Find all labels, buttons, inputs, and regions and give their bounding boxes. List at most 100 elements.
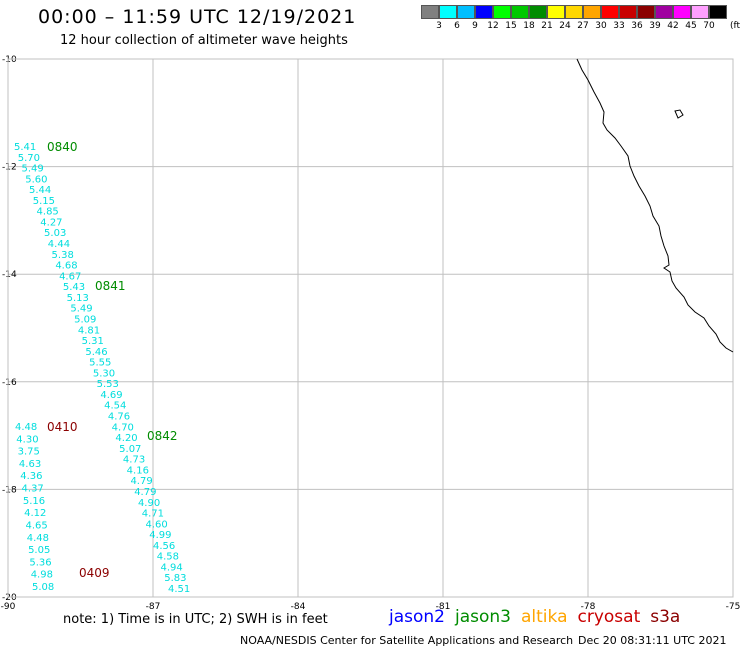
color-scale-label: 21 [541, 21, 553, 31]
wave-height-value: 5.09 [74, 314, 96, 325]
color-scale-label: 42 [667, 21, 679, 31]
color-scale-box [457, 5, 475, 19]
wave-height-value: 5.15 [33, 196, 55, 207]
wave-height-value: 5.46 [85, 347, 107, 358]
color-scale-box [619, 5, 637, 19]
legend-entry: s3a [650, 607, 681, 627]
wave-height-value: 4.20 [115, 433, 137, 444]
wave-height-value: 5.44 [29, 185, 51, 196]
color-scale-box [439, 5, 457, 19]
wave-height-value: 4.54 [104, 401, 126, 412]
wave-height-value: 4.12 [24, 508, 46, 519]
longitude-tick-label: -84 [291, 602, 306, 612]
color-scale-label: 30 [595, 21, 607, 31]
color-scale-box [673, 5, 691, 19]
wave-height-value: 4.44 [48, 239, 70, 250]
wave-height-value: 4.76 [108, 412, 130, 423]
color-scale-box [493, 5, 511, 19]
wave-height-value: 4.65 [25, 520, 47, 531]
longitude-tick-label: -81 [436, 602, 451, 612]
legend-entry: altika [521, 607, 568, 627]
legend-entry: jason3 [455, 607, 511, 627]
wave-height-value: 5.43 [63, 282, 85, 293]
longitude-tick-label: -78 [581, 602, 596, 612]
pass-time-label: 0409 [79, 566, 110, 580]
wave-height-value: 4.99 [149, 530, 171, 541]
wave-height-value: 4.51 [168, 584, 190, 595]
wave-height-value: 5.55 [89, 358, 111, 369]
color-scale-box [565, 5, 583, 19]
color-scale-box [511, 5, 529, 19]
wave-height-value: 5.53 [97, 379, 119, 390]
pass-time-label: 0841 [95, 279, 126, 293]
satellite-legend: jason2 jason3 altika cryosat s3a [389, 607, 690, 627]
map-frame [7, 58, 734, 598]
color-scale-labels: 3 6 9 12 15 18 21 24 27 30 33 36 39 42 45 70 [421, 21, 727, 31]
color-scale-label: 15 [505, 21, 517, 31]
wave-height-value: 4.90 [138, 498, 160, 509]
longitude-tick-label: -90 [1, 602, 16, 612]
wave-height-value: 4.70 [112, 422, 134, 433]
wave-height-value: 5.07 [119, 444, 141, 455]
wave-height-value: 3.75 [18, 447, 40, 458]
color-scale-box [655, 5, 673, 19]
wave-height-value: 5.36 [29, 557, 51, 568]
wave-height-value: 5.03 [44, 228, 66, 239]
color-scale-box [709, 5, 727, 19]
color-scale-label: 24 [559, 21, 571, 31]
map-title: 00:00 – 11:59 UTC 12/19/2021 [38, 6, 357, 28]
wave-height-value: 5.38 [52, 250, 74, 261]
wave-height-value: 4.48 [27, 533, 49, 544]
wave-height-value: 5.30 [93, 368, 115, 379]
wave-height-value: 4.98 [31, 570, 53, 581]
map-subtitle: 12 hour collection of altimeter wave hei… [60, 33, 348, 48]
wave-height-value: 5.05 [28, 545, 50, 556]
pass-time-label: 0410 [47, 420, 78, 434]
color-scale-box [547, 5, 565, 19]
altimeter-map: -90 -87 -84 -81 -78 -75 -10 -12 -14 -16 -18 -20 5.41… [1, 55, 740, 612]
color-scale-box [637, 5, 655, 19]
wave-height-value: 4.58 [157, 552, 179, 563]
color-scale-label: 33 [613, 21, 625, 31]
pass-time-label: 0842 [147, 429, 178, 443]
latitude-tick-label: -20 [2, 593, 17, 603]
latitude-tick-label: -18 [2, 485, 17, 495]
color-scale-label: 45 [685, 21, 697, 31]
latitude-tick-label: -16 [2, 378, 17, 388]
wave-height-value: 4.79 [134, 487, 156, 498]
wave-height-value: 5.31 [82, 336, 104, 347]
wave-height-value: 4.56 [153, 541, 175, 552]
color-scale-box [421, 5, 439, 19]
wave-height-value: 4.63 [19, 459, 41, 470]
color-scale-box [601, 5, 619, 19]
legend-entry: jason2 [389, 607, 445, 627]
latitude-tick-label: -14 [2, 270, 17, 280]
color-scale-label: 27 [577, 21, 589, 31]
latitude-tick-label: -10 [2, 55, 17, 65]
wave-height-value: 5.49 [22, 164, 44, 175]
color-scale-label: 18 [523, 21, 535, 31]
island-outline [674, 109, 684, 119]
wave-height-value: 5.08 [32, 582, 54, 593]
wave-height-color-scale: 3 6 9 12 15 18 21 24 27 30 33 36 39 42 45 70 [421, 5, 727, 31]
color-scale-label: 39 [649, 21, 661, 31]
color-scale-label: 36 [631, 21, 643, 31]
footer-note: note: 1) Time is in UTC; 2) SWH is in fe… [63, 612, 328, 627]
color-scale-label: 9 [472, 21, 478, 31]
latitude-tick-label: -12 [2, 163, 17, 173]
color-scale-label: 6 [454, 21, 460, 31]
color-scale-unit: (ft) [730, 21, 740, 31]
color-scale-label: 70 [703, 21, 715, 31]
wave-height-value: 5.16 [23, 496, 45, 507]
generated-time: Dec 20 08:31:11 UTC 2021 [578, 634, 727, 647]
wave-height-value: 4.67 [59, 271, 81, 282]
wave-height-value: 4.48 [15, 422, 37, 433]
color-scale-box [691, 5, 709, 19]
wave-height-value: 4.71 [142, 509, 164, 520]
coastline [576, 58, 734, 353]
longitude-tick-label: -87 [146, 602, 161, 612]
wave-height-value: 5.70 [18, 153, 40, 164]
longitude-tick-label: -75 [726, 602, 740, 612]
wave-height-value: 4.73 [123, 455, 145, 466]
wave-height-value: 4.37 [22, 484, 44, 495]
